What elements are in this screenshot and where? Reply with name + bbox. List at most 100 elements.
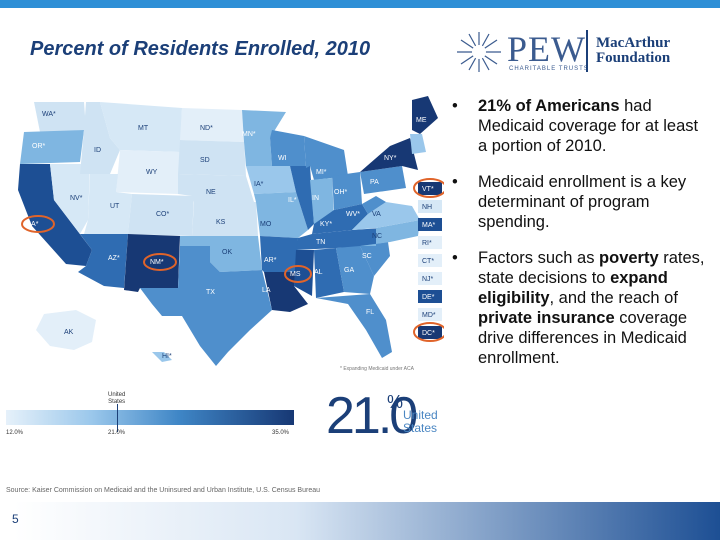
label-ut: UT: [110, 203, 120, 210]
state-nc: [360, 220, 420, 246]
label-wy: WY: [146, 169, 158, 176]
label-nv: NV*: [70, 195, 83, 202]
bullet-3-b3: private insurance: [478, 309, 615, 327]
label-ca: CA*: [26, 221, 39, 228]
slide-title: Percent of Residents Enrolled, 2010: [30, 38, 371, 60]
bullet-1: • 21% of Americans had Medicaid coverage…: [452, 96, 707, 156]
label-mt: MT: [138, 125, 149, 132]
legend-us-marker: [117, 404, 118, 432]
state-ks: [192, 202, 258, 236]
svg-text:MD*: MD*: [422, 312, 436, 319]
label-nd: ND*: [200, 125, 213, 132]
label-mo: MO: [260, 221, 272, 228]
legend-mid: 21.0%: [108, 430, 126, 436]
state-mn: [242, 110, 286, 166]
state-ar: [260, 236, 298, 272]
bullet-3-b2: expand eligibility: [478, 269, 668, 307]
legend-us-line2: States: [108, 399, 126, 405]
label-sd: SD: [200, 157, 210, 164]
legend-color-scale: [6, 410, 294, 425]
label-ms: MS: [290, 271, 301, 278]
label-ok: OK: [222, 249, 232, 256]
state-fl: [316, 294, 392, 358]
state-id: [80, 102, 120, 174]
label-tn: TN: [316, 239, 325, 246]
state-ny: [360, 138, 418, 172]
bullet-2: • Medicaid enrollment is a key determina…: [452, 172, 707, 232]
svg-text:MA*: MA*: [422, 222, 436, 229]
macarthur-logo: MacArthur Foundation: [596, 36, 670, 66]
footer-bar: [14, 502, 720, 540]
macarthur-line1: MacArthur: [596, 35, 671, 51]
state-pa: [360, 166, 406, 194]
pew-wordmark: PEW: [507, 29, 586, 69]
bullet-2-text: Medicaid enrollment is a key determinant…: [478, 173, 687, 231]
state-oh: [332, 172, 362, 210]
label-sc: SC: [362, 253, 372, 260]
label-hi: HI*: [162, 353, 172, 360]
state-ne-small: [410, 134, 426, 154]
state-wi: [270, 130, 306, 168]
bullet-3-b1: poverty: [599, 249, 659, 267]
bullet-3-p3: , and the reach of: [549, 289, 678, 307]
bullet-3-p2: rates, state decisions to: [478, 249, 705, 287]
bullet-3: • Factors such as poverty rates, state d…: [452, 248, 707, 368]
state-mt: [100, 102, 182, 152]
state-wa: [34, 102, 86, 132]
svg-text:NJ*: NJ*: [422, 276, 434, 283]
us-rate-label: United States: [403, 409, 438, 435]
top-accent-bar: [0, 0, 720, 8]
svg-text:NH: NH: [422, 204, 432, 211]
bullet-marker: •: [452, 249, 458, 267]
legend-max: 35.0%: [272, 430, 290, 436]
state-mi: [304, 136, 348, 180]
bullet-3-p4: coverage drive differences in Medicaid e…: [478, 309, 688, 367]
label-ga: GA: [344, 267, 354, 274]
label-or: OR*: [32, 143, 46, 150]
state-ok: [180, 236, 262, 272]
state-az: [78, 234, 128, 288]
svg-text:VT*: VT*: [422, 186, 434, 193]
state-ia: [246, 166, 296, 194]
state-ms: [294, 250, 314, 296]
label-fl: FL: [366, 309, 374, 316]
state-ca: [18, 164, 92, 266]
state-la: [264, 272, 308, 312]
logo-divider: [586, 30, 588, 72]
label-id: ID: [94, 147, 101, 154]
state-or: [20, 130, 84, 164]
us-rate-label-line2: States: [403, 421, 438, 435]
state-hi: [152, 352, 172, 362]
label-wa: WA*: [42, 111, 56, 118]
label-az: AZ*: [108, 255, 120, 262]
highlight-ca: [21, 215, 55, 233]
state-ky: [312, 204, 368, 234]
small-states-legend: VT* NH MA* RI* CT* NJ* DE* MD* DC*: [413, 178, 444, 342]
highlight-nm: [143, 253, 177, 271]
label-ks: KS: [216, 219, 226, 226]
label-ak: AK: [64, 329, 74, 336]
bullet-1-bold: 21% of Americans: [478, 97, 620, 115]
us-enrollment-map: WA* OR* ID MT ND* MN* SD WY NV* UT CO* N…: [18, 96, 444, 366]
label-ny: NY*: [384, 155, 397, 162]
label-va: VA: [372, 211, 381, 218]
label-la: LA: [262, 287, 271, 294]
state-ga: [336, 246, 374, 294]
us-rate-label-line1: United: [403, 408, 438, 422]
label-in: IN: [312, 195, 319, 202]
bullet-list: • 21% of Americans had Medicaid coverage…: [452, 96, 707, 384]
state-wy: [116, 150, 180, 194]
label-co: CO*: [156, 211, 170, 218]
state-sc: [360, 242, 390, 276]
state-in: [310, 178, 334, 224]
state-sd: [178, 140, 246, 176]
state-nm: [124, 234, 180, 292]
pew-logo: PEW CHARITABLE TRUSTS: [455, 29, 588, 74]
highlight-ms: [284, 265, 312, 283]
state-va: [352, 202, 420, 230]
label-oh: OH*: [334, 189, 348, 196]
label-nm: NM*: [150, 259, 164, 266]
legend-min: 12.0%: [6, 430, 24, 436]
state-nv: [50, 164, 90, 234]
label-ne: NE: [206, 189, 216, 196]
